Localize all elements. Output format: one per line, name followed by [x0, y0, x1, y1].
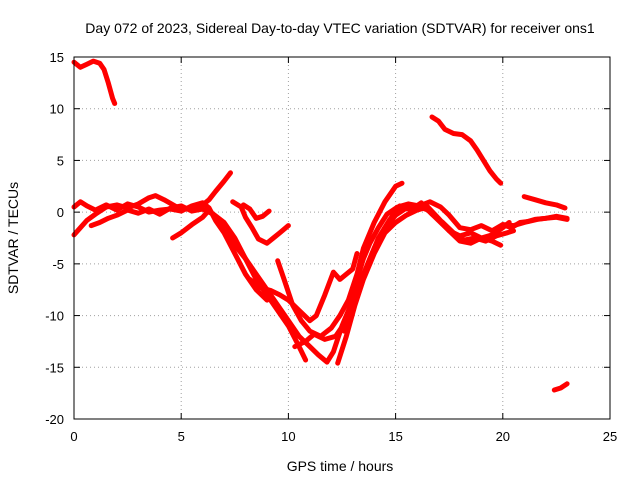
plot-frame	[73, 56, 611, 420]
x-tick-label: 15	[388, 429, 402, 444]
y-tick-label: 10	[50, 102, 64, 117]
series-arc-14	[429, 114, 504, 186]
series-arc-12	[335, 204, 504, 366]
x-tick-label: 20	[496, 429, 510, 444]
chart-title: Day 072 of 2023, Sidereal Day-to-day VTE…	[85, 20, 595, 36]
y-tick-label: -10	[45, 309, 64, 324]
y-tick-label: 0	[57, 205, 64, 220]
x-tick-label: 5	[178, 429, 185, 444]
series-arc-5	[170, 207, 212, 241]
series-arc-8	[240, 202, 272, 221]
series-arc-1	[71, 58, 118, 106]
x-tick-label: 25	[603, 429, 617, 444]
y-tick-label: -20	[45, 412, 64, 427]
series-arc-15	[489, 214, 570, 238]
x-tick-label: 10	[281, 429, 295, 444]
y-tick-label: -15	[45, 360, 64, 375]
y-tick-label: -5	[52, 257, 64, 272]
series-arc-2	[71, 170, 233, 238]
y-tick-label: 15	[50, 50, 64, 65]
series-arc-9	[247, 251, 360, 324]
x-tick-label: 0	[70, 429, 77, 444]
series-arc-17	[551, 381, 570, 393]
data-series-group	[71, 58, 570, 393]
series-arc-4	[88, 203, 309, 363]
axis-ticks: 0 5 10 15 20 25 -20 -15 -10 -5 0 5 10 15	[45, 50, 617, 444]
series-arc-10	[275, 180, 405, 339]
series-arc-16	[521, 194, 568, 211]
y-tick-label: 5	[57, 153, 64, 168]
series-arc-7	[230, 199, 291, 246]
y-axis-label: SDTVAR / TECUs	[5, 182, 21, 294]
grid	[74, 57, 610, 419]
x-axis-label: GPS time / hours	[287, 458, 394, 474]
